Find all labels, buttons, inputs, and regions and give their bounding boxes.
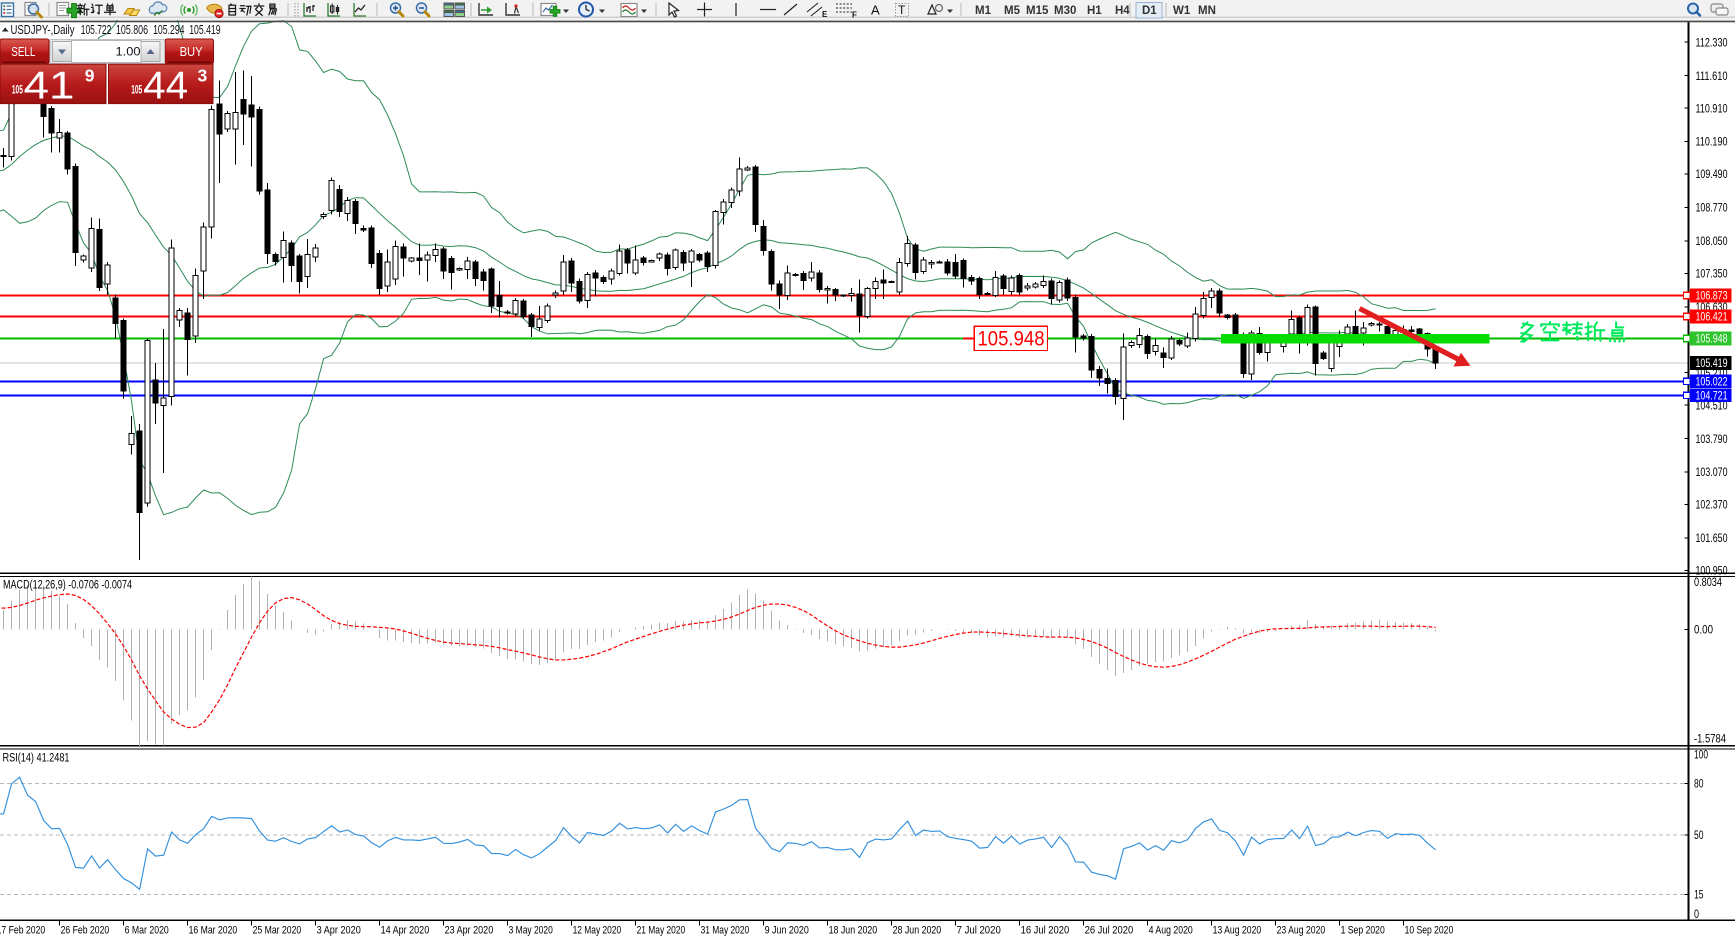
svg-text:102.370: 102.370 [1696, 500, 1728, 512]
svg-text:50: 50 [1694, 830, 1704, 842]
svg-text:109.490: 109.490 [1696, 169, 1728, 181]
svg-text:105: 105 [131, 83, 142, 97]
svg-text:23 Aug 2020: 23 Aug 2020 [1277, 925, 1326, 937]
svg-text:110.910: 110.910 [1696, 103, 1728, 115]
svg-text:15: 15 [1694, 889, 1704, 901]
svg-text:26 Jul 2020: 26 Jul 2020 [1085, 925, 1134, 937]
svg-text:T: T [898, 3, 906, 17]
svg-text:M15: M15 [1026, 5, 1049, 17]
svg-text:0.00: 0.00 [1694, 624, 1713, 636]
svg-text:3 Apr 2020: 3 Apr 2020 [317, 925, 361, 937]
svg-text:101.650: 101.650 [1696, 533, 1728, 545]
svg-text:6 Mar 2020: 6 Mar 2020 [125, 925, 169, 937]
svg-text:17 Feb 2020: 17 Feb 2020 [0, 925, 45, 937]
svg-text:103.070: 103.070 [1696, 467, 1728, 479]
svg-text:-1.5784: -1.5784 [1694, 733, 1726, 745]
svg-text:7 Jul 2020: 7 Jul 2020 [957, 925, 1001, 937]
svg-text:D1: D1 [1142, 5, 1157, 17]
svg-text:MN: MN [1198, 5, 1216, 17]
svg-text:105.806: 105.806 [116, 23, 148, 37]
svg-text:9: 9 [85, 66, 95, 86]
svg-text:18 Jun 2020: 18 Jun 2020 [829, 925, 878, 937]
svg-text:12 May 2020: 12 May 2020 [573, 925, 622, 937]
svg-text:108.050: 108.050 [1696, 236, 1728, 248]
svg-text:106.421: 106.421 [1696, 312, 1728, 324]
svg-text:1 Sep 2020: 1 Sep 2020 [1341, 925, 1385, 937]
svg-text:3: 3 [198, 66, 208, 86]
svg-text:110.190: 110.190 [1696, 137, 1728, 149]
svg-text:1.00: 1.00 [116, 47, 141, 59]
svg-text:H4: H4 [1115, 5, 1130, 17]
svg-text:23 Apr 2020: 23 Apr 2020 [445, 925, 494, 937]
svg-text:W1: W1 [1173, 5, 1191, 17]
svg-text:111.610: 111.610 [1696, 71, 1728, 83]
svg-text:3 May 2020: 3 May 2020 [509, 925, 553, 937]
svg-text:0: 0 [1694, 909, 1699, 921]
svg-text:9 Jun 2020: 9 Jun 2020 [765, 925, 809, 937]
svg-text:105: 105 [12, 83, 23, 97]
svg-text:13 Aug 2020: 13 Aug 2020 [1213, 925, 1262, 937]
svg-text:103.790: 103.790 [1696, 434, 1728, 446]
svg-text:H1: H1 [1087, 5, 1102, 17]
svg-text:SELL: SELL [11, 44, 35, 59]
svg-text:105.948: 105.948 [1696, 334, 1728, 346]
svg-text:M1: M1 [975, 5, 992, 17]
svg-text:BUY: BUY [180, 44, 203, 59]
svg-text:106.873: 106.873 [1696, 291, 1728, 303]
svg-text:100: 100 [1694, 750, 1708, 762]
svg-text:112.330: 112.330 [1696, 37, 1728, 49]
svg-text:104.510: 104.510 [1696, 400, 1728, 412]
svg-text:80: 80 [1694, 779, 1704, 791]
svg-text:14 Apr 2020: 14 Apr 2020 [381, 925, 430, 937]
svg-text:4 Aug 2020: 4 Aug 2020 [1149, 925, 1193, 937]
svg-text:26 Feb 2020: 26 Feb 2020 [61, 925, 110, 937]
svg-text:10 Sep 2020: 10 Sep 2020 [1405, 925, 1454, 937]
svg-text:M5: M5 [1004, 5, 1021, 17]
svg-text:104.721: 104.721 [1696, 391, 1728, 403]
svg-text:31 May 2020: 31 May 2020 [701, 925, 750, 937]
svg-text:105.022: 105.022 [1696, 377, 1728, 389]
svg-text:MACD(12,26,9) -0.0706 -0.0074: MACD(12,26,9) -0.0706 -0.0074 [3, 580, 132, 592]
svg-text:RSI(14) 41.2481: RSI(14) 41.2481 [3, 753, 70, 765]
svg-text:100.950: 100.950 [1696, 566, 1728, 578]
svg-text:105.294: 105.294 [153, 23, 184, 37]
svg-text:0.8034: 0.8034 [1694, 577, 1722, 589]
svg-text:16 Jul 2020: 16 Jul 2020 [1021, 925, 1070, 937]
svg-text:21 May 2020: 21 May 2020 [637, 925, 686, 937]
svg-text:F: F [852, 11, 857, 20]
svg-text:105.419: 105.419 [189, 23, 220, 37]
svg-text:105.419: 105.419 [1696, 358, 1728, 370]
svg-text:A: A [871, 3, 880, 18]
svg-text:M30: M30 [1054, 5, 1076, 17]
svg-text:105.948: 105.948 [978, 327, 1045, 351]
svg-text:44: 44 [143, 65, 188, 108]
svg-text:16 Mar 2020: 16 Mar 2020 [189, 925, 238, 937]
svg-text:E: E [822, 10, 828, 19]
svg-text:107.350: 107.350 [1696, 269, 1728, 281]
svg-text:28 Jun 2020: 28 Jun 2020 [893, 925, 942, 937]
svg-text:25 Mar 2020: 25 Mar 2020 [253, 925, 302, 937]
svg-text:108.770: 108.770 [1696, 203, 1728, 215]
svg-text:USDJPY-,Daily: USDJPY-,Daily [11, 23, 76, 37]
svg-text:105.722: 105.722 [81, 23, 112, 37]
svg-text:41: 41 [24, 65, 75, 108]
